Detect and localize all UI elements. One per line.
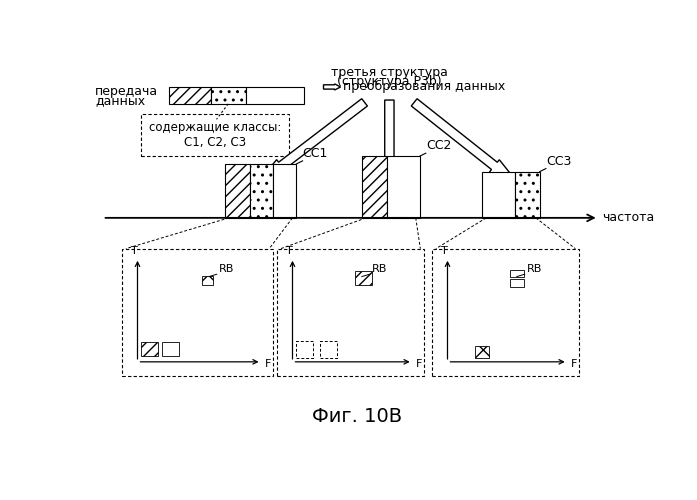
Bar — [355, 271, 372, 285]
Text: Фиг. 10В: Фиг. 10В — [312, 407, 402, 426]
Bar — [169, 87, 211, 104]
Bar — [202, 276, 213, 285]
Bar — [510, 279, 524, 286]
Bar — [475, 346, 489, 358]
Bar — [141, 114, 289, 156]
Bar — [211, 87, 246, 104]
Bar — [277, 248, 424, 376]
Text: данных: данных — [95, 94, 145, 108]
Text: содержащие классы:
С1, С2, С3: содержащие классы: С1, С2, С3 — [149, 121, 281, 149]
Bar — [515, 172, 539, 218]
Bar — [387, 156, 420, 218]
Bar — [482, 172, 515, 218]
Bar — [273, 164, 296, 218]
Bar — [432, 248, 579, 376]
Bar — [162, 342, 179, 355]
Text: преобразования данных: преобразования данных — [343, 80, 505, 94]
Bar — [296, 341, 314, 358]
Text: T: T — [131, 246, 138, 256]
Bar — [141, 342, 158, 355]
Text: CC2: CC2 — [426, 140, 451, 152]
Bar — [250, 164, 273, 218]
Bar — [122, 248, 273, 376]
Text: CC1: CC1 — [302, 147, 328, 160]
Text: третья структура: третья структура — [331, 66, 447, 79]
Text: (структура Р3b): (структура Р3b) — [337, 74, 442, 88]
Text: передача: передача — [95, 85, 158, 98]
Text: F: F — [415, 359, 422, 369]
Polygon shape — [411, 98, 521, 187]
Text: RB: RB — [219, 264, 234, 274]
Bar — [510, 270, 524, 278]
Text: частота: частота — [602, 212, 654, 224]
Text: F: F — [571, 359, 577, 369]
Text: CC3: CC3 — [546, 155, 572, 168]
Polygon shape — [323, 84, 341, 90]
Text: T: T — [286, 246, 293, 256]
Text: T: T — [441, 246, 447, 256]
Text: F: F — [265, 359, 271, 369]
Bar — [246, 87, 304, 104]
Text: RB: RB — [527, 264, 542, 274]
Polygon shape — [254, 98, 367, 187]
Bar — [320, 341, 337, 358]
Text: RB: RB — [372, 264, 388, 274]
Bar — [225, 164, 250, 218]
Bar — [362, 156, 387, 218]
Polygon shape — [381, 100, 397, 183]
